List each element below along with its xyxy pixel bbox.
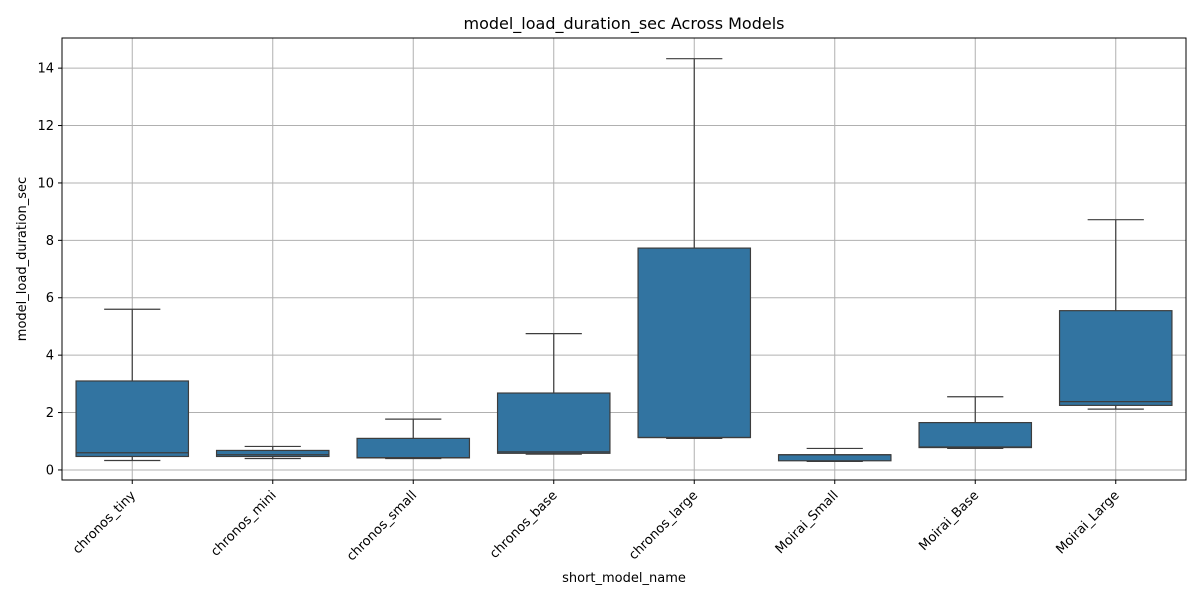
y-tick-label: 10 (37, 176, 54, 191)
x-tick-label: chronos_tiny (70, 488, 139, 557)
y-tick-label: 4 (46, 349, 54, 364)
x-axis-ticks: chronos_tiny chronos_mini chronos_small chr… (70, 480, 1123, 564)
box-chronos_small (356, 418, 471, 460)
box-Moirai_Small (777, 447, 892, 462)
x-tick-label: chronos_small (344, 488, 420, 564)
box-chronos_mini (215, 445, 330, 460)
x-tick-label: Moirai_Large (1053, 488, 1122, 557)
box-chronos_tiny (75, 308, 190, 462)
y-tick-label: 8 (46, 234, 54, 249)
boxes (75, 58, 1173, 462)
iqr-box (496, 392, 611, 454)
y-axis-label: model_load_duration_sec (15, 177, 30, 341)
iqr-box (75, 380, 190, 458)
grid (62, 38, 1186, 480)
iqr-box (637, 247, 752, 439)
box-chronos_large (637, 58, 752, 439)
box-chronos_base (496, 333, 611, 455)
x-tick-label: chronos_base (487, 488, 560, 561)
chart-title: model_load_duration_sec Across Models (463, 14, 784, 34)
iqr-box (1058, 310, 1173, 406)
y-axis-ticks: 0 2 4 6 8 10 12 14 (37, 62, 62, 478)
y-tick-label: 6 (46, 291, 54, 306)
box-Moirai_Base (918, 396, 1033, 450)
iqr-box (777, 454, 892, 462)
x-axis-label: short_model_name (562, 571, 686, 586)
iqr-box (215, 449, 330, 458)
y-tick-label: 0 (46, 463, 54, 478)
y-tick-label: 12 (37, 119, 54, 134)
x-tick-label: chronos_mini (208, 488, 279, 559)
x-tick-label: Moirai_Base (916, 488, 982, 554)
y-tick-label: 14 (37, 62, 54, 77)
iqr-box (356, 437, 471, 459)
box-Moirai_Large (1058, 219, 1173, 410)
x-tick-label: chronos_large (626, 488, 701, 563)
iqr-box (918, 421, 1033, 449)
plot-area-frame (61, 37, 1187, 481)
x-tick-label: Moirai_Small (773, 488, 842, 557)
y-tick-label: 2 (46, 406, 54, 421)
